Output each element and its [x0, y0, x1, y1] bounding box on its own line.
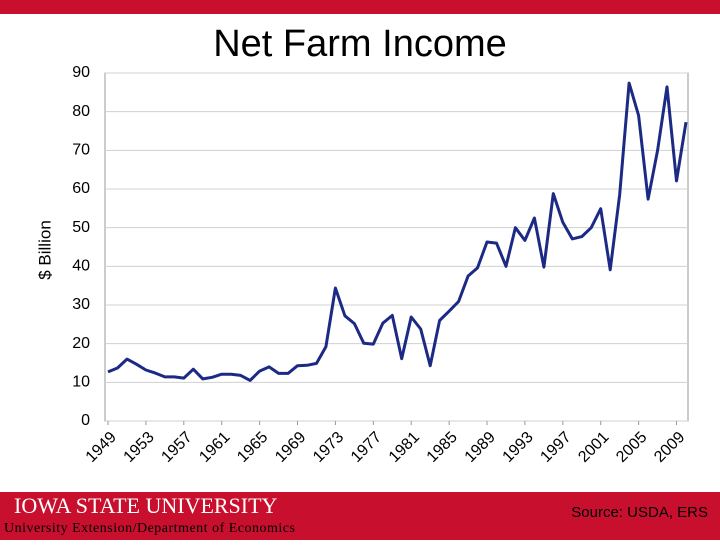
y-tick-label: 90	[72, 64, 90, 81]
x-tick-label: 1965	[234, 429, 271, 466]
logo: Iowa State University	[14, 493, 278, 518]
y-tick-label: 10	[72, 374, 90, 391]
x-tick-label: 2001	[575, 429, 612, 466]
y-tick-label: 20	[72, 335, 90, 352]
y-tick-label: 30	[72, 296, 90, 313]
y-tick-label: 60	[72, 180, 90, 197]
x-tick-label: 1969	[272, 429, 309, 466]
x-tick-label: 1949	[83, 429, 120, 466]
x-tick-label: 1953	[121, 429, 158, 466]
y-tick-label: 80	[72, 103, 90, 120]
data-line	[107, 81, 688, 382]
top-band	[0, 0, 720, 14]
x-tick-label: 1985	[424, 429, 461, 466]
x-tick-label: 1997	[537, 429, 574, 466]
department: University Extension/Department of Econo…	[4, 521, 295, 536]
x-tick-label: 1989	[462, 429, 499, 466]
x-tick-label: 2009	[651, 429, 688, 466]
bottom-band	[0, 492, 720, 540]
x-tick-label: 1993	[500, 429, 537, 466]
y-tick-label: 70	[72, 142, 90, 159]
source: Source: USDA, ERS	[571, 504, 708, 521]
x-tick-label: 2005	[613, 429, 650, 466]
x-tick-label: 1957	[158, 429, 195, 466]
y-tick-label: 50	[72, 219, 90, 236]
x-tick-label: 1973	[310, 429, 347, 466]
y-tick-label: 0	[81, 412, 90, 429]
x-tick-label: 1977	[348, 429, 385, 466]
chart-title: Net Farm Income	[213, 23, 507, 65]
x-tick-label: 1961	[196, 429, 233, 466]
x-tick-label: 1981	[386, 429, 423, 466]
y-tick-label: 40	[72, 258, 90, 275]
y-axis-label: $ Billion	[35, 220, 54, 280]
